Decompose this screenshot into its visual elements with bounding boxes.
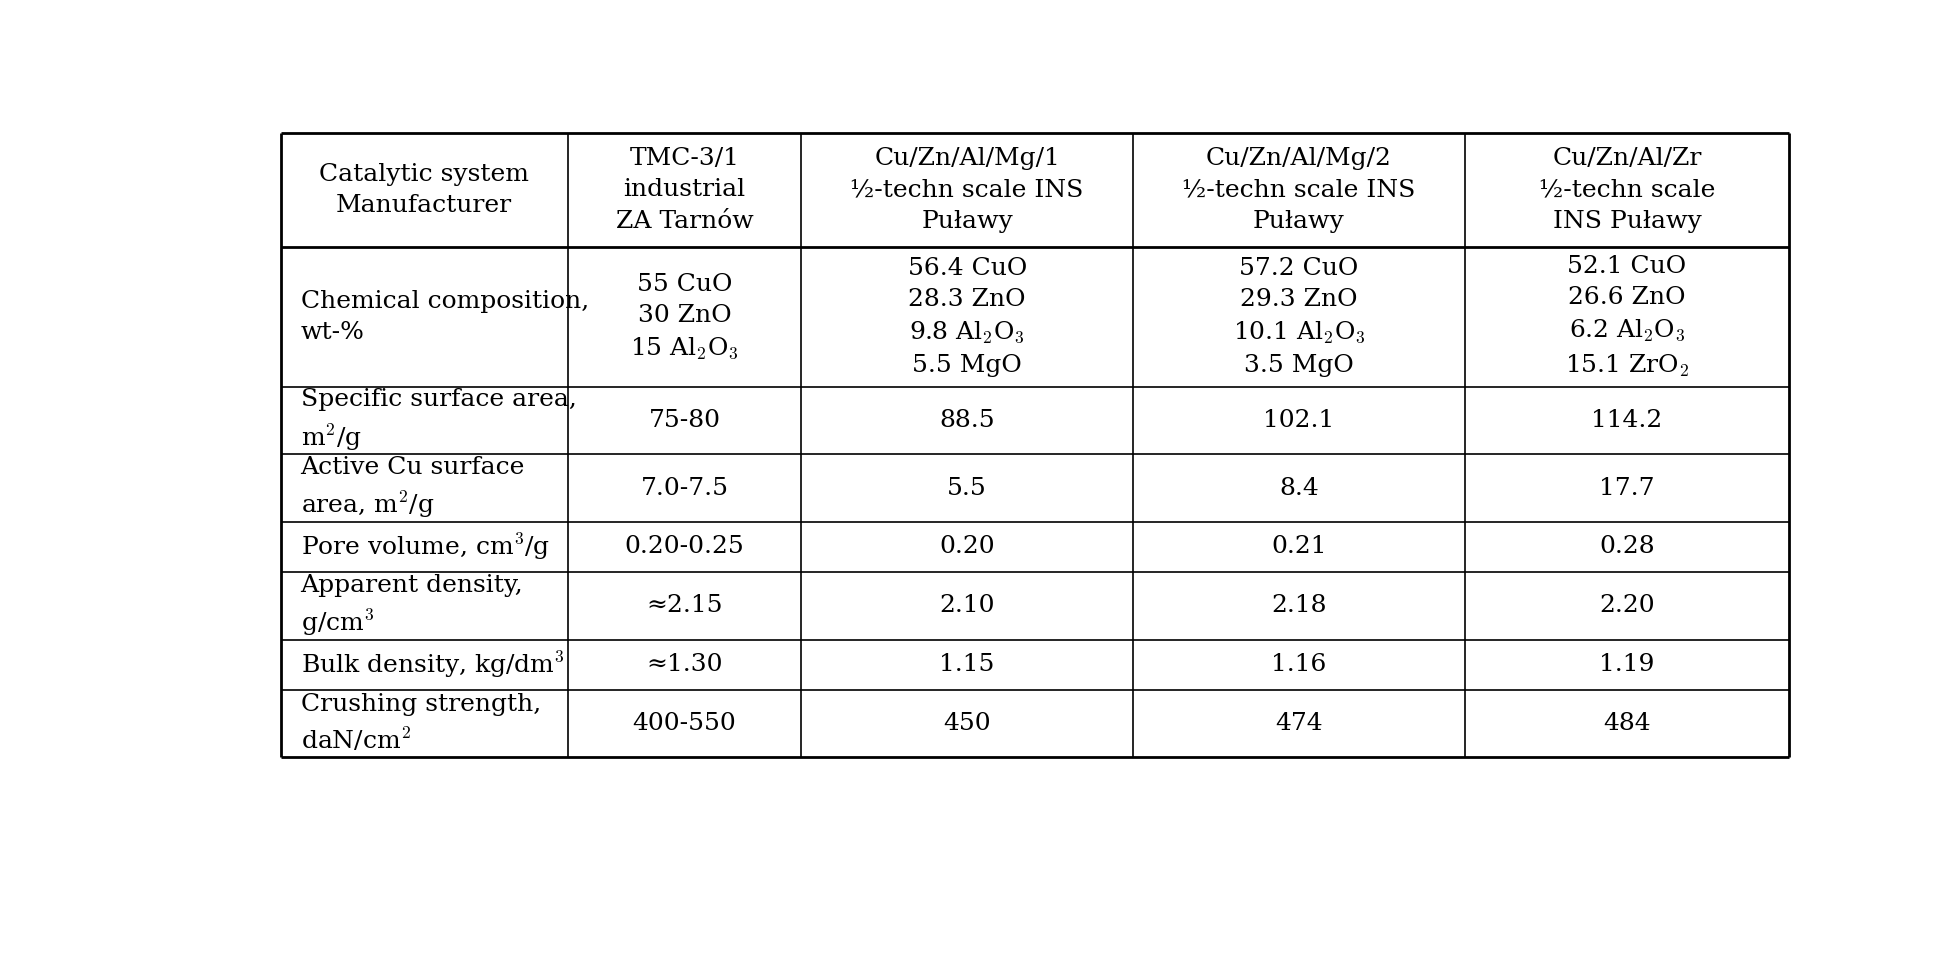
- Text: 0.28: 0.28: [1600, 536, 1654, 559]
- Text: Pore volume, cm$^3$/g: Pore volume, cm$^3$/g: [300, 532, 549, 562]
- Text: 1.16: 1.16: [1271, 653, 1327, 676]
- Text: 2.20: 2.20: [1600, 594, 1654, 617]
- Text: 2.10: 2.10: [940, 594, 994, 617]
- Text: 8.4: 8.4: [1279, 477, 1319, 499]
- Text: 0.20: 0.20: [940, 536, 994, 559]
- Text: 57.2 CuO
29.3 ZnO
10.1 Al$_2$O$_3$
3.5 MgO: 57.2 CuO 29.3 ZnO 10.1 Al$_2$O$_3$ 3.5 M…: [1232, 257, 1366, 376]
- Text: 0.20-0.25: 0.20-0.25: [625, 536, 743, 559]
- Text: Chemical composition,
wt-%: Chemical composition, wt-%: [300, 289, 590, 344]
- Text: 102.1: 102.1: [1263, 409, 1335, 432]
- Text: Active Cu surface
area, m$^2$/g: Active Cu surface area, m$^2$/g: [300, 456, 525, 520]
- Text: 1.15: 1.15: [940, 653, 994, 676]
- Text: Cu/Zn/Al/Zr
½-techn scale
INS Puławy: Cu/Zn/Al/Zr ½-techn scale INS Puławy: [1539, 147, 1714, 233]
- Text: Cu/Zn/Al/Mg/2
½-techn scale INS
Puławy: Cu/Zn/Al/Mg/2 ½-techn scale INS Puławy: [1183, 147, 1415, 233]
- Text: 75-80: 75-80: [648, 409, 720, 432]
- Text: 17.7: 17.7: [1600, 477, 1654, 499]
- Text: 450: 450: [944, 712, 991, 735]
- Text: 0.21: 0.21: [1271, 536, 1327, 559]
- Text: 114.2: 114.2: [1592, 409, 1662, 432]
- Text: ≈1.30: ≈1.30: [646, 653, 722, 676]
- Text: 55 CuO
30 ZnO
15 Al$_2$O$_3$: 55 CuO 30 ZnO 15 Al$_2$O$_3$: [631, 273, 739, 361]
- Text: Bulk density, kg/dm$^3$: Bulk density, kg/dm$^3$: [300, 649, 564, 680]
- Text: 5.5: 5.5: [948, 477, 987, 499]
- Text: 484: 484: [1604, 712, 1650, 735]
- Text: ≈2.15: ≈2.15: [646, 594, 722, 617]
- Text: 1.19: 1.19: [1600, 653, 1654, 676]
- Text: 400-550: 400-550: [632, 712, 736, 735]
- Text: 56.4 CuO
28.3 ZnO
9.8 Al$_2$O$_3$
5.5 MgO: 56.4 CuO 28.3 ZnO 9.8 Al$_2$O$_3$ 5.5 Mg…: [907, 257, 1027, 376]
- Text: TMC-3/1
industrial
ZA Tarnów: TMC-3/1 industrial ZA Tarnów: [615, 147, 753, 233]
- Text: Apparent density,
g/cm$^3$: Apparent density, g/cm$^3$: [300, 574, 523, 638]
- Text: 88.5: 88.5: [940, 409, 994, 432]
- Text: Crushing strength,
daN/cm$^2$: Crushing strength, daN/cm$^2$: [300, 693, 541, 753]
- Text: 52.1 CuO
26.6 ZnO
6.2 Al$_2$O$_3$
15.1 ZrO$_2$: 52.1 CuO 26.6 ZnO 6.2 Al$_2$O$_3$ 15.1 Z…: [1565, 255, 1689, 378]
- Text: 7.0-7.5: 7.0-7.5: [640, 477, 728, 499]
- Text: 2.18: 2.18: [1271, 594, 1327, 617]
- Text: Cu/Zn/Al/Mg/1
½-techn scale INS
Puławy: Cu/Zn/Al/Mg/1 ½-techn scale INS Puławy: [850, 147, 1084, 233]
- Text: Specific surface area,
m$^2$/g: Specific surface area, m$^2$/g: [300, 389, 576, 453]
- Text: 474: 474: [1275, 712, 1323, 735]
- Text: Catalytic system
Manufacturer: Catalytic system Manufacturer: [319, 163, 529, 217]
